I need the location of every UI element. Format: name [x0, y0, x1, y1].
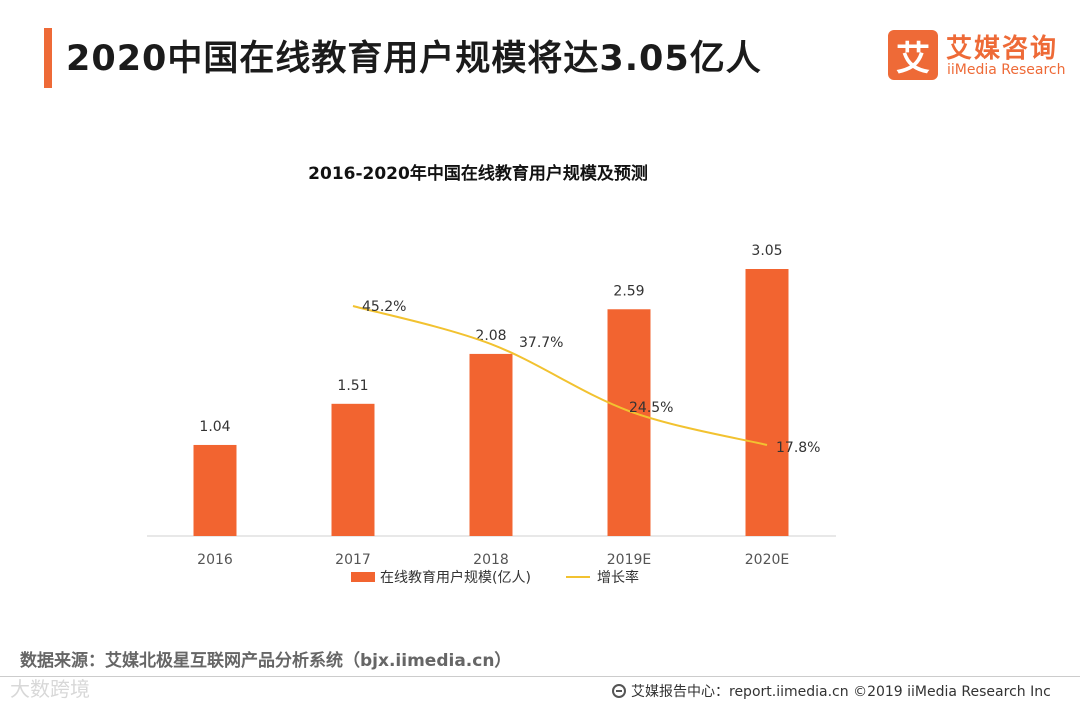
chart-title: 2016-2020年中国在线教育用户规模及预测	[308, 163, 648, 184]
growth-rate-line	[352, 305, 768, 446]
rate-label-2019E: 24.5%	[629, 400, 673, 416]
logo-name-en: iiMedia Research	[947, 62, 1066, 78]
legend-label-bar: 在线教育用户规模(亿人)	[380, 569, 531, 586]
footer-report-text: 艾媒报告中心：report.iimedia.cn ©2019 iiMedia R…	[631, 684, 1051, 700]
bar-2020E	[745, 269, 789, 536]
bar-label-2017: 1.51	[337, 378, 368, 394]
bar-2016	[193, 444, 237, 536]
x-tick-2019E: 2019E	[607, 552, 651, 568]
x-tick-2016: 2016	[197, 552, 233, 568]
legend-swatch-bar	[351, 572, 375, 582]
rate-label-2018: 37.7%	[519, 335, 563, 351]
logo-name-cn: 艾媒咨询	[946, 34, 1059, 64]
bar-2019E	[607, 309, 651, 536]
data-source: 数据来源：艾媒北极星互联网产品分析系统（bjx.iimedia.cn）	[20, 651, 512, 671]
iimedia-logo-icon: 艾 艾媒咨询 iiMedia Research	[888, 30, 1068, 82]
footer-divider	[0, 676, 1080, 677]
logo-mark: 艾	[888, 30, 938, 80]
bar-label-2018: 2.08	[475, 328, 506, 344]
bar-label-2020E: 3.05	[751, 243, 782, 259]
x-tick-2020E: 2020E	[745, 552, 789, 568]
bar-2017	[331, 403, 375, 536]
watermark: 大数跨境	[10, 677, 90, 701]
rate-label-2020E: 17.8%	[776, 440, 820, 456]
title-accent-bar	[44, 28, 52, 88]
footer-report: 艾媒报告中心：report.iimedia.cn ©2019 iiMedia R…	[612, 681, 1051, 701]
bar-label-2016: 1.04	[199, 419, 230, 435]
bar-label-2019E: 2.59	[613, 283, 644, 299]
rate-label-2017: 45.2%	[362, 299, 406, 315]
page-title: 2020中国在线教育用户规模将达3.05亿人	[66, 39, 762, 79]
bar-2018	[469, 353, 513, 536]
globe-icon	[612, 684, 626, 698]
legend-label-line: 增长率	[597, 569, 639, 586]
x-tick-2018: 2018	[473, 552, 509, 568]
x-tick-2017: 2017	[335, 552, 371, 568]
